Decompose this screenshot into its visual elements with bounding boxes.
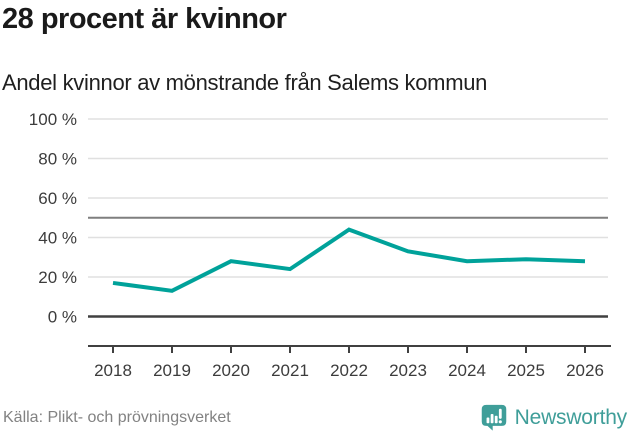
chart-title: 28 procent är kvinnor	[2, 3, 287, 35]
x-tick-label: 2026	[566, 361, 604, 380]
x-tick-label: 2019	[153, 361, 191, 380]
x-tick-label: 2022	[330, 361, 368, 380]
y-tick-label: 20 %	[38, 268, 77, 287]
chart-subtitle: Andel kvinnor av mönstrande från Salems …	[2, 70, 488, 95]
data-line	[112, 227, 586, 293]
newsworthy-wordmark: Newsworthy	[514, 405, 628, 429]
newsworthy-logo[interactable]: Newsworthy	[480, 403, 627, 432]
y-tick-label: 80 %	[38, 150, 77, 169]
x-tick-label: 2024	[448, 361, 486, 380]
x-tick-label: 2018	[94, 361, 132, 380]
y-tick-label: 60 %	[38, 189, 77, 208]
y-tick-label: 40 %	[38, 229, 77, 248]
x-tick-label: 2020	[212, 361, 250, 380]
source-caption: Källa: Plikt- och prövningsverket	[3, 409, 231, 426]
newsworthy-icon	[481, 404, 506, 431]
x-tick-label: 2021	[271, 361, 309, 380]
y-tick-label: 100 %	[29, 110, 77, 129]
x-tick-label: 2023	[389, 361, 427, 380]
y-tick-label: 0 %	[48, 308, 77, 327]
x-tick-label: 2025	[507, 361, 545, 380]
